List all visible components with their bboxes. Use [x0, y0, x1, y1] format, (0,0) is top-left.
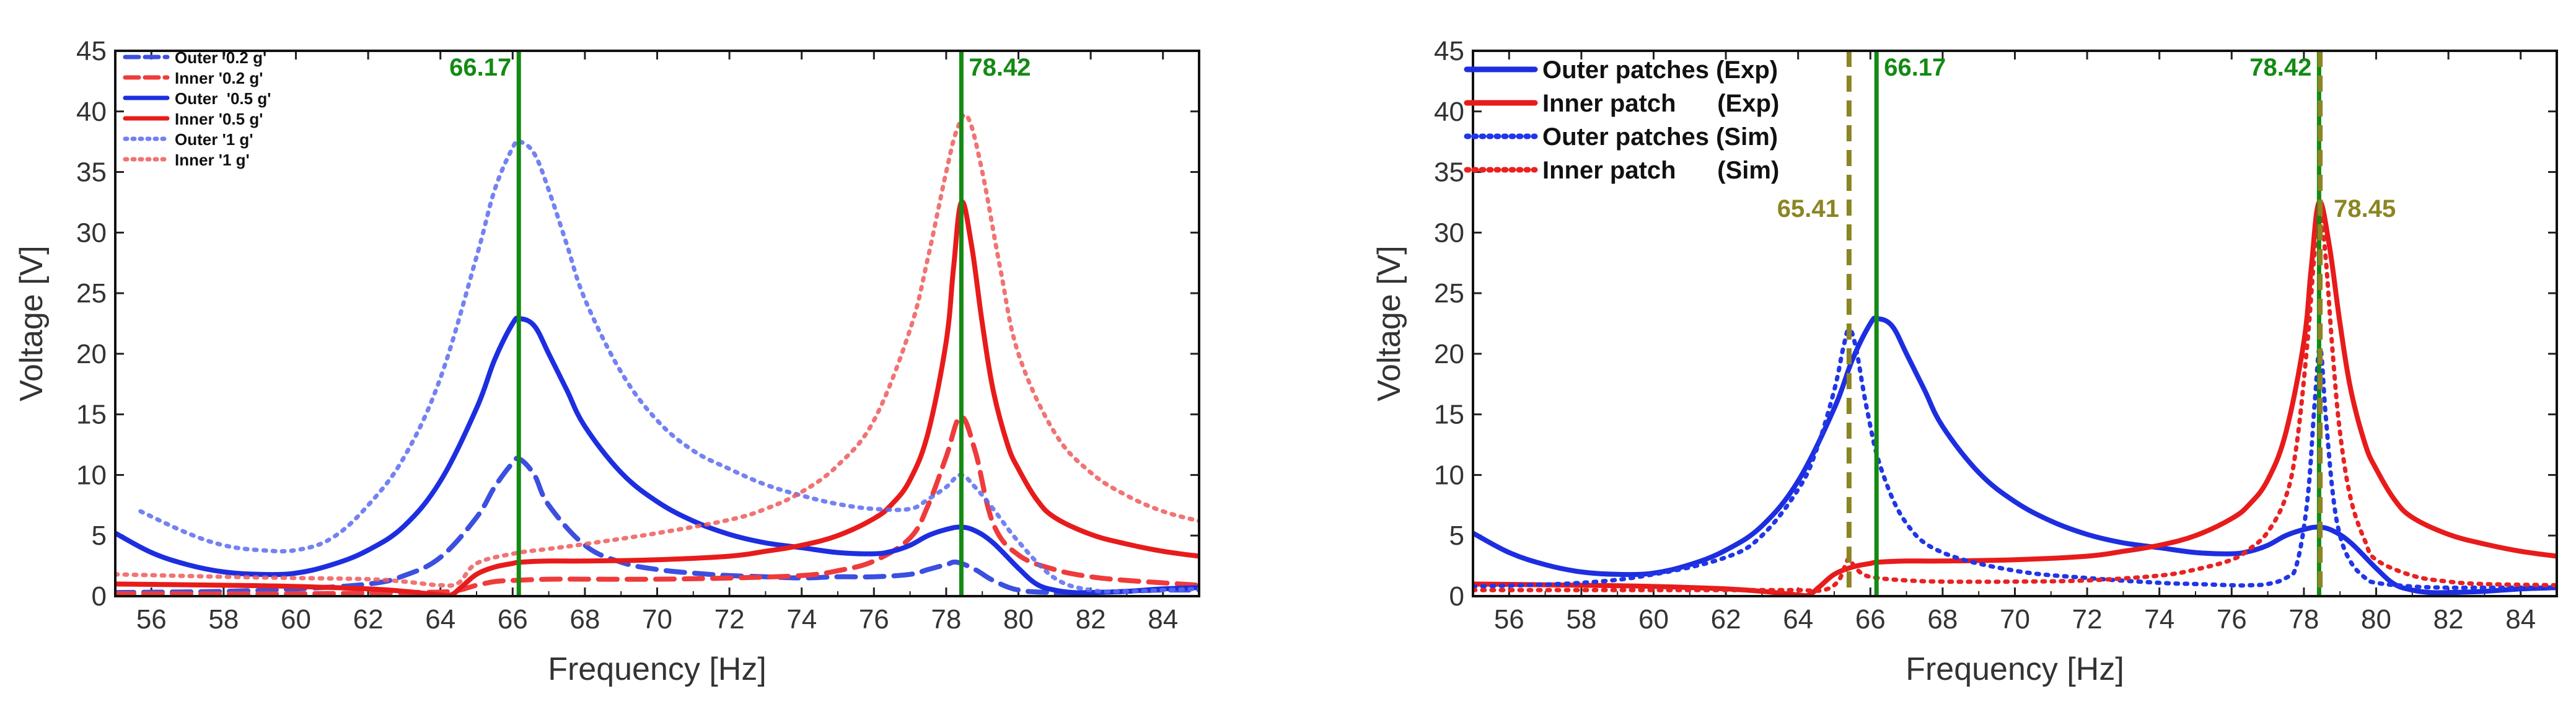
x-tick-label: 76 [859, 604, 889, 635]
y-tick-label: 15 [76, 400, 107, 430]
y-tick-label: 5 [1449, 521, 1464, 551]
x-tick-label: 72 [714, 604, 745, 635]
y-tick-label: 0 [1449, 581, 1464, 612]
x-tick-label: 60 [1638, 604, 1669, 635]
x-tick-label: 72 [2072, 604, 2103, 635]
y-tick-label: 30 [1434, 218, 1464, 248]
x-axis-title: Frequency [Hz] [548, 651, 767, 687]
series-line [138, 138, 1199, 594]
y-tick-label: 40 [1434, 97, 1464, 127]
y-tick-label: 10 [76, 460, 107, 490]
x-tick-label: 84 [1148, 604, 1178, 635]
plot-area [115, 112, 1199, 596]
y-tick-label: 20 [1434, 339, 1464, 369]
x-tick-label: 56 [1494, 604, 1524, 635]
marker-label: 78.45 [2334, 195, 2396, 222]
right-chart-panel: 56 58 60 62 64 66 68 70 72 74 76 78 80 82 84 0 5 10 15 20 25… [1371, 36, 2558, 687]
y-axis-title: Voltage [V] [14, 245, 50, 402]
legend-label: Outer patches (Sim) [1542, 123, 1778, 151]
x-tick-label: 64 [1783, 604, 1813, 635]
series-line [1473, 212, 2557, 593]
x-tick-label: 70 [2000, 604, 2030, 635]
x-tick-label: 74 [786, 604, 817, 635]
x-tick-label: 76 [2217, 604, 2247, 635]
left-chart-panel: 56 58 60 62 64 66 68 70 72 74 76 78 80 82 84 0 5 10 15 20 25… [14, 36, 1200, 687]
legend-label: Outer '0.2 g' [175, 48, 266, 67]
marker-label: 78.42 [2249, 54, 2311, 81]
legend-label: Outer patches (Exp) [1542, 56, 1778, 84]
y-tick-label: 25 [1434, 278, 1464, 309]
x-tick-label: 70 [642, 604, 672, 635]
x-tick-label: 64 [425, 604, 455, 635]
legend: Outer '0.2 g' Inner '0.2 g' Outer '0.5 g' I… [123, 48, 271, 169]
legend: Outer patches (Exp) Inner patch (Exp) Oute… [1464, 56, 1779, 184]
y-tick-label: 45 [76, 36, 107, 66]
x-tick-label: 62 [353, 604, 384, 635]
y-tick-label: 40 [76, 97, 107, 127]
legend-label: Inner '0.5 g' [175, 110, 263, 128]
y-tick-label: 30 [76, 218, 107, 248]
y-tick-label: 10 [1434, 460, 1464, 490]
x-tick-label: 80 [2361, 604, 2391, 635]
y-tick-label: 35 [1434, 157, 1464, 188]
legend-label: Inner '0.2 g' [175, 69, 263, 87]
y-tick-label: 45 [1434, 36, 1464, 66]
marker-label: 65.41 [1777, 195, 1839, 222]
plot-frame [114, 50, 1200, 597]
x-axis-title: Frequency [Hz] [1906, 651, 2124, 687]
x-tick-label: 66 [498, 604, 528, 635]
marker-label: 66.17 [1884, 54, 1946, 81]
x-tick-label: 82 [2433, 604, 2464, 635]
x-tick-label: 68 [1927, 604, 1958, 635]
x-tick-label: 58 [1566, 604, 1596, 635]
x-tick-label: 62 [1711, 604, 1741, 635]
series-line [1473, 199, 2557, 596]
x-tick-label: 56 [136, 604, 167, 635]
legend-label: Outer '1 g' [175, 130, 253, 149]
y-tick-label: 35 [76, 157, 107, 188]
y-tick-label: 15 [1434, 400, 1464, 430]
y-tick-label: 20 [76, 339, 107, 369]
y-tick-label: 5 [92, 521, 107, 551]
series-line [115, 315, 1199, 596]
legend-label: Inner '1 g' [175, 151, 250, 169]
y-axis-title: Voltage [V] [1371, 245, 1407, 402]
legend-label: Inner patch (Exp) [1542, 90, 1779, 117]
marker-label: 66.17 [449, 54, 511, 81]
series-line [1473, 327, 2557, 590]
y-tick-label: 25 [76, 278, 107, 309]
x-tick-label: 60 [281, 604, 311, 635]
x-tick-label: 66 [1855, 604, 1886, 635]
series-line [115, 112, 1199, 588]
series-line [1473, 315, 2557, 596]
series-line [115, 414, 1199, 596]
y-tick-label: 0 [92, 581, 107, 612]
plot-frame [1472, 50, 2558, 597]
x-tick-label: 82 [1076, 604, 1106, 635]
x-tick-label: 78 [931, 604, 961, 635]
plot-area [1473, 199, 2557, 596]
x-tick-label: 78 [2288, 604, 2319, 635]
x-tick-label: 80 [1003, 604, 1034, 635]
legend-label: Outer '0.5 g' [175, 89, 271, 108]
x-tick-label: 84 [2505, 604, 2536, 635]
x-tick-label: 68 [569, 604, 600, 635]
series-line [115, 455, 1199, 596]
x-tick-label: 74 [2144, 604, 2174, 635]
legend-label: Inner patch (Sim) [1542, 157, 1779, 184]
x-tick-label: 58 [208, 604, 239, 635]
marker-label: 78.42 [969, 54, 1031, 81]
